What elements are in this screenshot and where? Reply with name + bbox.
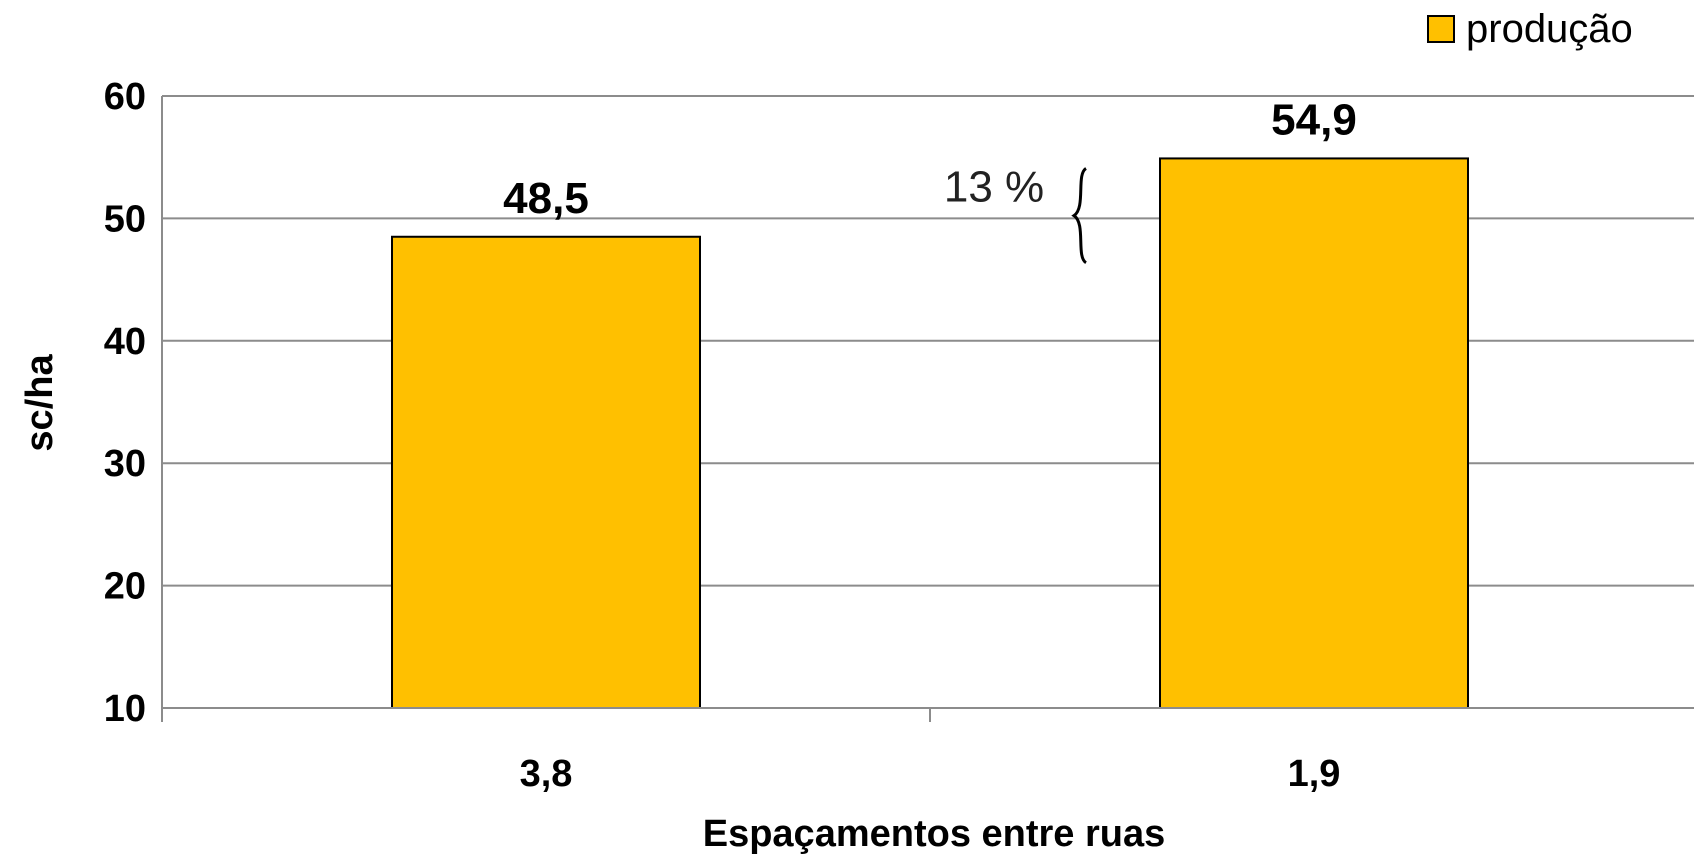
y-tick-label: 30: [104, 443, 146, 485]
y-tick-label: 10: [104, 688, 146, 730]
y-tick-labels: 10 20 30 40 50 60: [104, 76, 146, 730]
y-tick-label: 40: [104, 321, 146, 363]
curly-brace-icon: [1071, 167, 1088, 265]
y-tick-label: 20: [104, 566, 146, 608]
x-tick-labels: 3,8 1,9: [520, 753, 1341, 795]
percent-annotation: 13 %: [944, 163, 1088, 265]
annotation-text: 13 %: [944, 163, 1044, 212]
x-tick-label: 1,9: [1288, 753, 1341, 795]
bars: [391, 157, 1469, 709]
legend-swatch: [1427, 15, 1455, 43]
axes: [161, 96, 1694, 722]
value-labels: 48,5 54,9: [503, 95, 1357, 222]
data-label: 54,9: [1271, 95, 1357, 144]
y-tick-label: 50: [104, 198, 146, 240]
data-label: 48,5: [503, 174, 589, 223]
bar: [391, 235, 701, 709]
x-tick-label: 3,8: [520, 753, 573, 795]
legend: produção: [1427, 7, 1633, 51]
x-axis-title: Espaçamentos entre ruas: [703, 813, 1166, 855]
y-axis-title: sc/ha: [19, 354, 61, 452]
bar: [1159, 157, 1469, 709]
legend-label: produção: [1466, 7, 1633, 51]
y-tick-label: 60: [104, 76, 146, 118]
